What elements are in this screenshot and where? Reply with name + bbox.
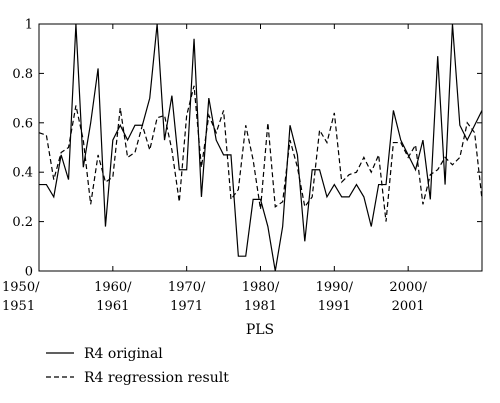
y-tick-label: 0.2 xyxy=(12,215,33,230)
x-axis-ticks: 1950/1951 1960/1961 1970/1971 1980/1981 1990… xyxy=(2,24,428,314)
y-tick-label: 0.4 xyxy=(12,166,33,181)
y-tick-label: 0 xyxy=(25,265,33,280)
x-tick-label-line1: 1970/ xyxy=(168,280,206,295)
x-tick-label-line1: 1990/ xyxy=(316,280,354,295)
series-line-regression xyxy=(38,85,483,222)
x-axis-title: PLS xyxy=(246,322,274,338)
x-tick-label-line1: 1950/ xyxy=(2,280,40,295)
y-tick-label: 0.8 xyxy=(12,67,33,82)
y-tick-label: 0.6 xyxy=(12,116,33,131)
series-line-original xyxy=(39,23,483,272)
x-tick-label-line2: 1971 xyxy=(170,299,203,314)
legend-label-original: R4 original xyxy=(84,346,163,362)
legend-label-regression: R4 regression result xyxy=(84,370,229,386)
x-tick-label-line1: 1960/ xyxy=(94,280,132,295)
legend: R4 original R4 regression result xyxy=(46,346,229,386)
x-tick-label-line2: 1981 xyxy=(244,299,277,314)
x-tick-label-line2: 1991 xyxy=(318,299,351,314)
x-tick-label-line2: 1951 xyxy=(2,299,35,314)
x-tick-label-line2: 2001 xyxy=(392,299,425,314)
x-tick-label-line1: 1980/ xyxy=(242,280,280,295)
y-axis-ticks: 0 0.2 0.4 0.6 0.8 1 xyxy=(12,18,482,280)
x-tick-label-line2: 1961 xyxy=(96,299,129,314)
series-layer xyxy=(38,23,483,272)
x-tick-label-line1: 2000/ xyxy=(389,280,427,295)
y-tick-label: 1 xyxy=(25,18,33,33)
